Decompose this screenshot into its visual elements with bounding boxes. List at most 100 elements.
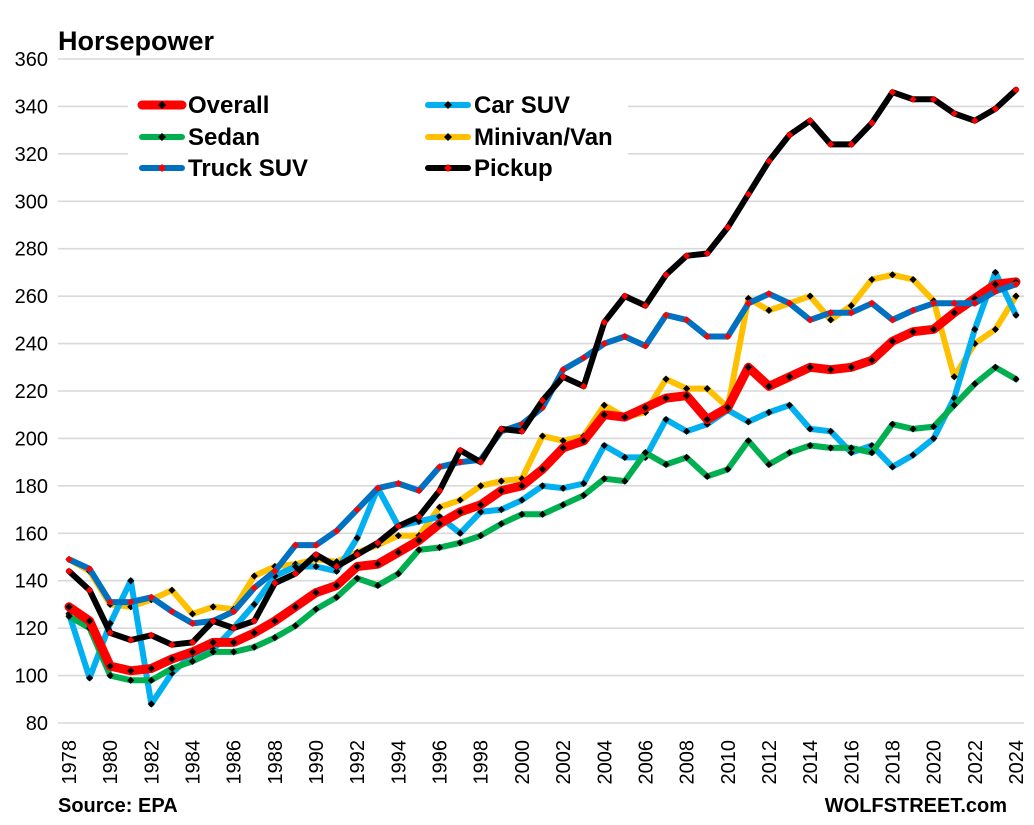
data-point	[765, 382, 773, 390]
data-point	[209, 617, 217, 625]
data-point	[333, 581, 341, 590]
data-point	[806, 363, 814, 371]
data-point	[106, 629, 114, 637]
legend-item-car-suv: Car SUV	[425, 92, 570, 119]
legend-label: Sedan	[188, 124, 260, 151]
legend-marker	[444, 164, 452, 172]
data-point	[662, 311, 670, 319]
data-point	[518, 496, 526, 504]
data-point	[806, 117, 814, 125]
data-point	[827, 316, 835, 324]
data-point	[250, 584, 258, 592]
data-point	[621, 292, 629, 300]
data-point	[518, 420, 526, 428]
data-point	[250, 643, 258, 651]
data-point	[806, 292, 814, 300]
data-point	[765, 460, 773, 469]
x-tick-label: 1982	[141, 740, 163, 785]
data-point	[106, 671, 114, 680]
legend-marker	[158, 101, 166, 109]
data-point	[580, 479, 588, 488]
data-point	[847, 449, 855, 457]
data-point	[497, 487, 505, 495]
data-point	[868, 356, 876, 364]
data-point	[127, 667, 135, 675]
data-point	[683, 427, 691, 435]
x-tick-label: 2016	[841, 740, 863, 785]
data-point	[312, 551, 320, 559]
data-point	[991, 363, 1000, 371]
data-point	[785, 373, 794, 381]
data-point	[374, 539, 382, 547]
data-point	[868, 275, 876, 284]
data-point	[703, 385, 711, 393]
data-point	[683, 453, 691, 461]
data-point	[827, 427, 835, 435]
y-tick-label: 360	[15, 49, 48, 71]
x-tick-label: 1986	[224, 740, 246, 785]
data-point	[971, 339, 979, 348]
data-point	[1012, 375, 1020, 383]
series-line-overall	[64, 277, 1021, 676]
data-point	[85, 674, 94, 682]
data-point	[353, 534, 361, 542]
chart-title: Horsepower	[58, 26, 215, 56]
data-point	[580, 354, 588, 362]
data-point	[477, 458, 485, 466]
data-point	[65, 603, 73, 611]
data-point	[353, 574, 361, 582]
data-point	[621, 332, 629, 341]
data-point	[374, 581, 382, 590]
data-point	[65, 612, 73, 620]
data-point	[538, 482, 547, 490]
series-line-sedan	[66, 364, 1019, 684]
data-point	[868, 449, 876, 457]
data-point	[497, 505, 505, 514]
data-point	[785, 131, 794, 139]
legend-label: Truck SUV	[188, 155, 308, 182]
y-tick-label: 240	[15, 334, 48, 356]
data-point	[456, 446, 464, 454]
y-tick-label: 140	[15, 571, 48, 593]
data-point	[888, 463, 897, 471]
data-point	[744, 299, 752, 307]
data-point	[868, 441, 876, 450]
data-point	[744, 437, 752, 445]
data-point	[950, 109, 958, 118]
x-tick-label: 2018	[882, 740, 904, 785]
data-point	[785, 299, 794, 307]
source-note: Source: EPA	[58, 795, 178, 817]
data-point	[394, 532, 402, 540]
data-point	[250, 617, 258, 625]
data-point	[394, 479, 402, 488]
data-point	[394, 548, 402, 556]
x-tick-label: 2000	[512, 740, 534, 785]
data-point	[250, 600, 258, 609]
data-point	[580, 437, 588, 445]
data-point	[703, 472, 711, 480]
x-tick-label: 2014	[800, 740, 822, 785]
data-point	[127, 577, 135, 585]
data-point	[168, 655, 176, 663]
x-tick-label: 1992	[347, 740, 369, 785]
data-point	[538, 432, 547, 440]
data-point	[456, 529, 464, 537]
data-point	[662, 375, 670, 383]
data-point	[683, 392, 691, 400]
data-point	[806, 441, 814, 450]
legend-label: Pickup	[474, 155, 553, 182]
data-point	[600, 401, 608, 409]
y-tick-label: 320	[15, 144, 48, 166]
data-point	[868, 299, 876, 307]
data-point	[518, 482, 526, 490]
data-point	[271, 617, 279, 625]
data-point	[930, 434, 938, 443]
data-point	[1012, 280, 1020, 288]
data-point	[271, 572, 279, 580]
data-point	[538, 396, 547, 405]
data-point	[147, 700, 155, 708]
data-point	[518, 475, 526, 483]
data-point	[744, 418, 752, 426]
data-point	[930, 299, 938, 307]
x-tick-label: 2002	[553, 740, 575, 785]
